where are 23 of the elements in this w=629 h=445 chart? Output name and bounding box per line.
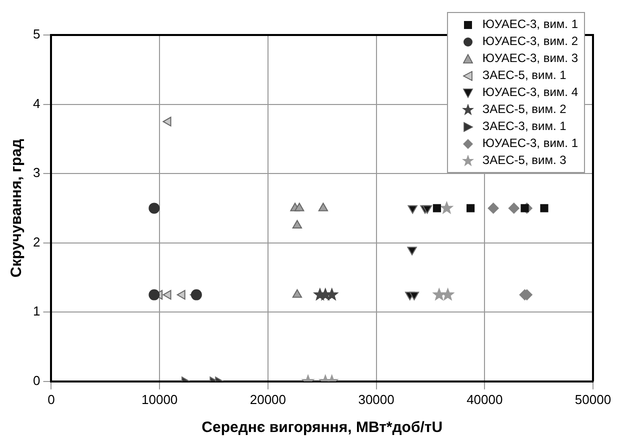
x-axis-title: Середнє вигоряння, МВт*доб/тU — [202, 419, 443, 436]
legend-label: ЮУАЕС-3, вим. 3 — [482, 50, 578, 67]
y-tick-label: 1 — [32, 304, 40, 319]
legend-label: ЗАЕС-3, вим. 1 — [482, 118, 566, 135]
y-tick-label: 5 — [32, 26, 40, 42]
legend-label: ЗАЕС-5, вим. 2 — [482, 101, 566, 118]
legend-label: ЮУАЕС-3, вим. 1 — [482, 16, 578, 33]
legend-label: ЮУАЕС-3, вим. 2 — [482, 33, 578, 50]
x-tick-label: 50000 — [574, 392, 612, 407]
y-tick-label: 4 — [32, 96, 40, 111]
legend-label: ЗАЕС-5, вим. 1 — [482, 67, 566, 84]
x-tick-label: 40000 — [466, 392, 503, 407]
x-tick-label: 30000 — [358, 392, 394, 407]
x-tick-label: 20000 — [250, 392, 286, 407]
y-tick-label: 2 — [32, 234, 40, 250]
legend-label: ЗАЕС-5, вим. 3 — [482, 152, 566, 169]
legend-label: ЮУАЕС-3, вим. 1 — [482, 135, 578, 152]
legend-label: ЮУАЕС-3, вим. 4 — [482, 84, 578, 101]
x-tick-label: 0 — [48, 392, 55, 407]
y-tick-label: 0 — [32, 372, 40, 388]
y-axis-title: Скручування, град — [8, 138, 26, 278]
y-tick-label: 3 — [32, 165, 40, 180]
x-tick-label: 10000 — [142, 392, 178, 407]
